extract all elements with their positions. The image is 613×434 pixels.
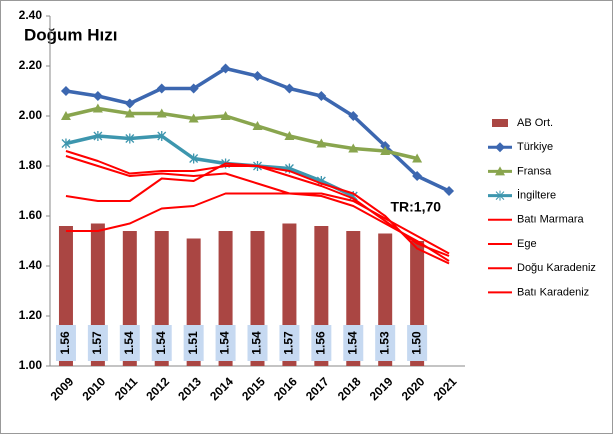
value-label: 1.56	[58, 331, 72, 355]
marker	[348, 111, 359, 121]
value-label: 1.54	[154, 331, 168, 355]
marker	[60, 111, 71, 120]
y-tick-label: 1.80	[19, 158, 43, 172]
annotation: TR:1,70	[390, 199, 441, 215]
line	[65, 192, 450, 255]
legend-item: Fransa	[488, 165, 552, 177]
legend-label: Ege	[517, 238, 537, 250]
value-label: 1.54	[122, 331, 136, 355]
legend-label: Fransa	[517, 165, 552, 177]
y-tick-label: 1.00	[19, 358, 43, 372]
series	[60, 63, 455, 196]
value-label: 1.54	[250, 331, 264, 355]
legend-item: Ege	[488, 238, 537, 250]
legend-swatch	[492, 119, 508, 127]
value-label-box	[407, 325, 428, 361]
value-label-box	[343, 325, 364, 361]
value-label-box	[183, 325, 204, 361]
value-label-box	[375, 325, 396, 361]
line	[65, 106, 418, 161]
marker	[157, 131, 167, 141]
marker	[189, 153, 199, 164]
marker	[380, 146, 391, 155]
marker	[412, 153, 423, 163]
line	[65, 150, 450, 265]
marker	[284, 83, 295, 94]
value-label-box	[151, 325, 172, 361]
marker	[188, 83, 199, 94]
legend-label: AB Ort.	[517, 117, 553, 129]
legend-label: Türkiye	[517, 141, 553, 153]
marker	[61, 138, 71, 149]
marker	[348, 143, 359, 153]
value-label: 1.50	[409, 331, 423, 355]
value-label-box	[119, 325, 140, 361]
marker	[252, 71, 263, 81]
legend-item: Doğu Karadeniz	[488, 262, 596, 274]
legend-marker	[495, 190, 505, 201]
series	[61, 131, 358, 201]
legend-label: Batı Marmara	[517, 214, 585, 226]
value-label-box	[87, 325, 108, 361]
y-tick-label: 2.40	[19, 8, 43, 22]
chart-title: Doğum Hızı	[24, 25, 118, 44]
marker	[252, 121, 263, 130]
value-label-box	[279, 325, 300, 361]
marker	[92, 103, 103, 113]
value-label: 1.54	[345, 331, 359, 355]
value-label-box	[311, 325, 332, 361]
line	[65, 134, 355, 198]
legend-item: AB Ort.	[492, 117, 553, 129]
marker	[92, 91, 103, 101]
value-label-box	[55, 325, 76, 361]
value-label: 1.53	[377, 331, 391, 355]
line	[65, 155, 450, 262]
legend-marker	[495, 142, 505, 153]
legend-label: Batı Karadeniz	[517, 286, 589, 298]
legend-item: Türkiye	[488, 141, 553, 153]
y-tick-label: 2.00	[19, 108, 43, 122]
series	[65, 155, 450, 262]
series	[65, 150, 450, 265]
marker	[125, 133, 135, 144]
marker	[93, 131, 103, 141]
marker	[156, 83, 167, 94]
legend-item: Batı Karadeniz	[488, 286, 589, 298]
value-label: 1.57	[90, 331, 104, 355]
series	[60, 103, 423, 163]
legend-marker	[495, 166, 505, 176]
marker	[156, 108, 167, 118]
marker	[188, 113, 199, 123]
marker	[124, 98, 135, 109]
marker	[444, 186, 455, 196]
value-label-box	[215, 325, 236, 361]
marker	[284, 131, 295, 140]
legend-item: Batı Marmara	[488, 214, 585, 226]
marker	[220, 111, 231, 120]
marker	[124, 108, 135, 118]
y-tick-label: 1.60	[19, 208, 43, 222]
marker	[316, 91, 327, 101]
y-tick-label: 2.20	[19, 58, 43, 72]
value-label-box	[247, 325, 268, 361]
y-tick-label: 1.40	[19, 258, 43, 272]
value-label: 1.54	[218, 331, 232, 355]
value-label: 1.51	[186, 331, 200, 355]
value-label: 1.57	[282, 331, 296, 355]
legend-item: İngiltere	[488, 189, 556, 202]
marker	[316, 138, 327, 148]
series	[65, 192, 450, 255]
marker	[220, 63, 231, 74]
legend-label: İngiltere	[517, 189, 556, 202]
value-label: 1.56	[314, 331, 328, 355]
marker	[60, 86, 71, 96]
marker	[412, 171, 423, 181]
legend-label: Doğu Karadeniz	[517, 262, 596, 274]
y-tick-label: 1.20	[19, 308, 43, 322]
